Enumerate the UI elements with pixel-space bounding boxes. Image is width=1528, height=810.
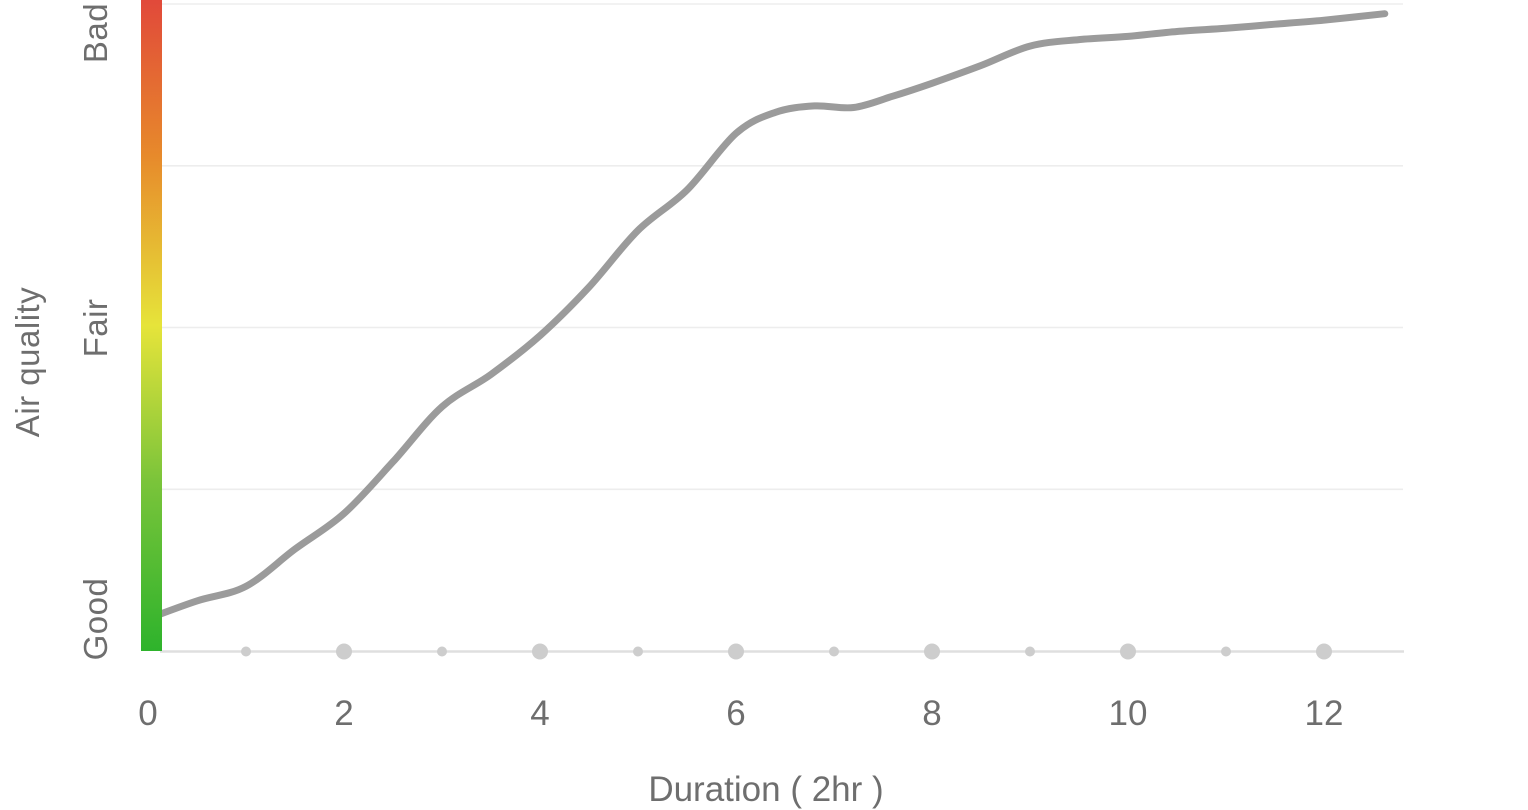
x-tick-label-8: 8 bbox=[922, 694, 942, 733]
y-tick-label-fair: Fair bbox=[77, 298, 114, 358]
baseline-dot-8 bbox=[924, 643, 940, 660]
baseline-dot-12 bbox=[1316, 643, 1332, 660]
x-tick-label-2: 2 bbox=[334, 694, 354, 733]
air-quality-gradient-bar bbox=[141, 0, 162, 651]
baseline-dot-4 bbox=[532, 643, 548, 660]
baseline-dot-10 bbox=[1120, 643, 1136, 660]
baseline-dot-2 bbox=[336, 643, 352, 660]
x-tick-label-10: 10 bbox=[1108, 694, 1148, 733]
baseline-dot-7 bbox=[829, 646, 839, 657]
baseline-dot-9 bbox=[1025, 646, 1035, 657]
x-tick-label-0: 0 bbox=[138, 694, 158, 733]
x-tick-label-6: 6 bbox=[726, 694, 746, 733]
air-quality-curve bbox=[144, 10, 1389, 623]
x-tick-label-12: 12 bbox=[1304, 694, 1344, 733]
baseline-dot-1 bbox=[241, 646, 251, 657]
baseline-dot-5 bbox=[633, 646, 643, 657]
y-tick-label-good: Good bbox=[77, 577, 114, 661]
y-tick-label-bad: Bad bbox=[77, 2, 114, 64]
x-tick-label-4: 4 bbox=[530, 694, 550, 733]
baseline-dot-6 bbox=[728, 643, 744, 660]
x-axis-title: Duration ( 2hr ) bbox=[648, 770, 884, 809]
baseline-dot-3 bbox=[437, 646, 447, 657]
baseline-dot-11 bbox=[1221, 646, 1231, 657]
y-axis-title: Air quality bbox=[9, 286, 46, 438]
